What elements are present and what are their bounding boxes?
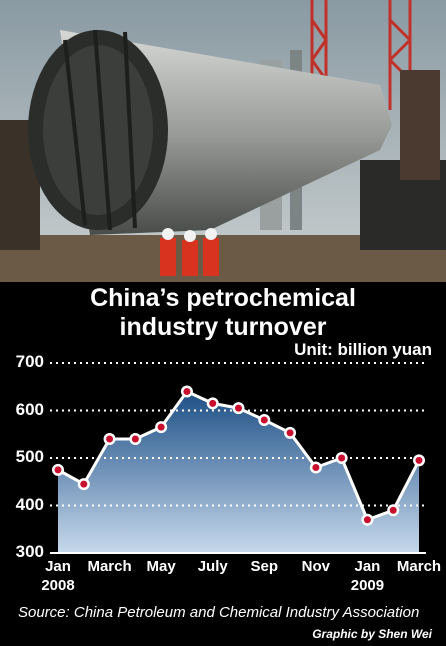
marker-dot bbox=[389, 506, 397, 514]
x-tick-label: July bbox=[197, 558, 228, 575]
x-tick-label: Jan 2009 bbox=[350, 558, 385, 594]
y-tick-label: 700 bbox=[15, 352, 44, 371]
y-tick-label: 400 bbox=[15, 494, 44, 514]
unit-label: Unit: billion yuan bbox=[294, 340, 432, 359]
marker-dot bbox=[235, 404, 242, 412]
marker-dot bbox=[286, 429, 294, 437]
marker-dot bbox=[312, 464, 320, 471]
source: Source: China Petroleum and Chemical Ind… bbox=[18, 604, 420, 621]
marker-dot bbox=[106, 435, 114, 443]
x-tick-label: March bbox=[87, 558, 132, 575]
marker-dot bbox=[338, 454, 346, 462]
marker-dot bbox=[209, 399, 217, 407]
x-tick-label: March bbox=[396, 558, 442, 575]
marker-dot bbox=[363, 516, 371, 524]
y-tick-label: 300 bbox=[15, 542, 44, 561]
marker-dot bbox=[415, 456, 423, 464]
x-tick-label: May bbox=[146, 558, 176, 575]
marker-dot bbox=[80, 480, 88, 488]
photo bbox=[0, 0, 446, 282]
marker-dot bbox=[183, 388, 191, 395]
x-tick-label: Jan 2008 bbox=[41, 558, 75, 594]
x-tick-label: Nov bbox=[301, 558, 331, 575]
x-tick-label: Sep bbox=[250, 558, 279, 575]
marker-dot bbox=[260, 416, 268, 424]
y-tick-label: 500 bbox=[15, 447, 44, 466]
chart-title: China’s petrochemical industry turnover bbox=[90, 284, 356, 341]
y-tick-label: 600 bbox=[15, 399, 44, 419]
credit: Graphic by Shen Wei bbox=[312, 627, 432, 641]
marker-dot bbox=[131, 435, 139, 443]
marker-dot bbox=[157, 423, 165, 431]
marker-dot bbox=[54, 466, 62, 474]
area bbox=[58, 391, 419, 553]
